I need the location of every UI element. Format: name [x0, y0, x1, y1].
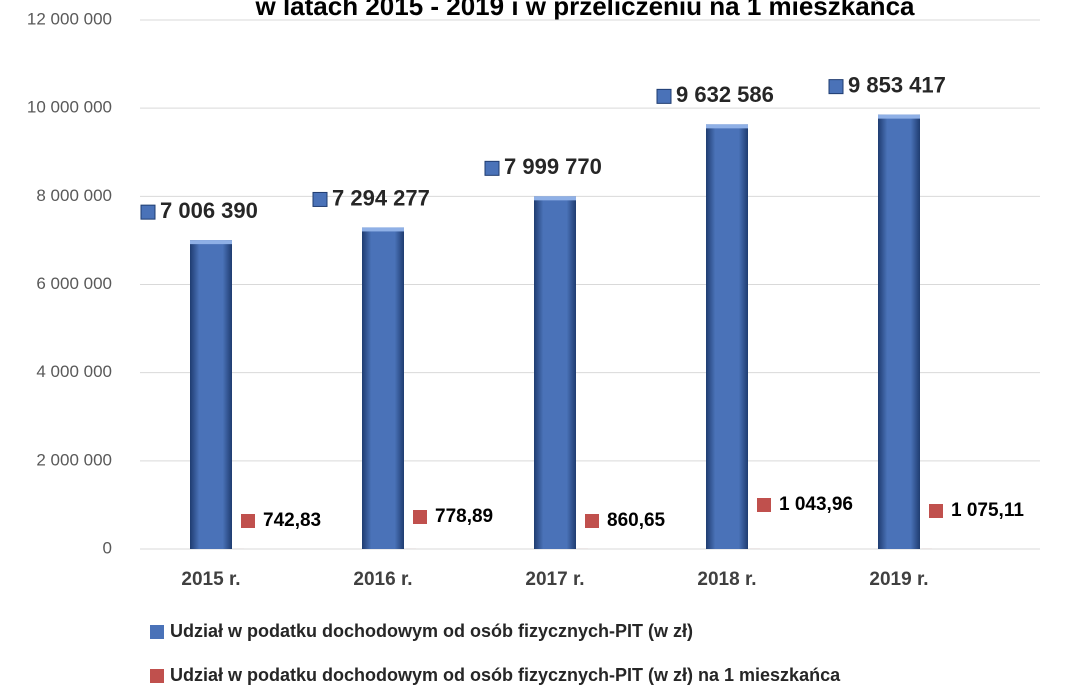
value-label: 7 294 277 — [332, 185, 430, 210]
bar — [190, 240, 232, 549]
y-tick-label: 6 000 000 — [36, 274, 112, 293]
value-label: 7 999 770 — [504, 154, 602, 179]
chart-title: w latach 2015 - 2019 i w przeliczeniu na… — [255, 0, 916, 21]
x-tick-label: 2016 r. — [353, 569, 412, 590]
label-key — [656, 88, 672, 104]
legend-key — [150, 625, 164, 639]
bar-cap — [362, 227, 404, 232]
y-tick-label: 4 000 000 — [36, 362, 112, 381]
x-tick-label: 2017 r. — [525, 569, 584, 590]
value-label: 1 075,11 — [951, 500, 1024, 521]
bar-cap — [878, 114, 920, 119]
bar-cap — [534, 196, 576, 201]
y-tick-label: 10 000 000 — [27, 98, 112, 117]
value-label: 742,83 — [263, 510, 321, 531]
bar — [878, 114, 920, 549]
label-key — [828, 79, 844, 95]
legend-label: Udział w podatku dochodowym od osób fizy… — [170, 621, 693, 641]
label-key — [585, 514, 599, 528]
value-label: 1 043,96 — [779, 494, 853, 515]
y-tick-label: 2 000 000 — [36, 450, 112, 469]
label-key — [757, 498, 771, 512]
bar — [706, 124, 748, 550]
x-tick-label: 2018 r. — [697, 569, 756, 590]
label-key — [484, 160, 500, 176]
label-key — [241, 514, 255, 528]
label-key — [413, 510, 427, 524]
bar-cap — [190, 240, 232, 245]
label-key — [929, 504, 943, 518]
label-key — [312, 191, 328, 207]
value-label: 778,89 — [435, 506, 493, 527]
y-tick-label: 12 000 000 — [27, 9, 112, 28]
value-label: 9 632 586 — [676, 82, 774, 107]
bar — [534, 196, 576, 549]
x-tick-label: 2015 r. — [181, 569, 240, 590]
label-key — [140, 204, 156, 220]
legend-key — [150, 669, 164, 683]
legend-label: Udział w podatku dochodowym od osób fizy… — [170, 665, 841, 685]
value-label: 860,65 — [607, 510, 666, 531]
value-label: 7 006 390 — [160, 198, 258, 223]
value-label: 9 853 417 — [848, 72, 946, 97]
bar — [362, 227, 404, 549]
y-tick-label: 8 000 000 — [36, 186, 112, 205]
bar-cap — [706, 124, 748, 129]
y-tick-label: 0 — [103, 538, 112, 557]
x-tick-label: 2019 r. — [869, 569, 928, 590]
